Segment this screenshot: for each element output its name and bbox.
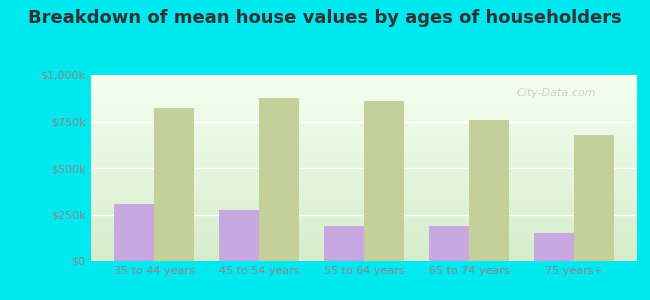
- Text: Breakdown of mean house values by ages of householders: Breakdown of mean house values by ages o…: [28, 9, 622, 27]
- Bar: [574, 134, 614, 261]
- Bar: [154, 109, 194, 261]
- Bar: [469, 120, 509, 261]
- Bar: [324, 226, 364, 261]
- Bar: [114, 204, 154, 261]
- Bar: [534, 233, 574, 261]
- Text: City-Data.com: City-Data.com: [517, 88, 597, 98]
- Bar: [259, 98, 299, 261]
- Bar: [429, 226, 469, 261]
- Bar: [219, 210, 259, 261]
- Bar: [364, 101, 404, 261]
